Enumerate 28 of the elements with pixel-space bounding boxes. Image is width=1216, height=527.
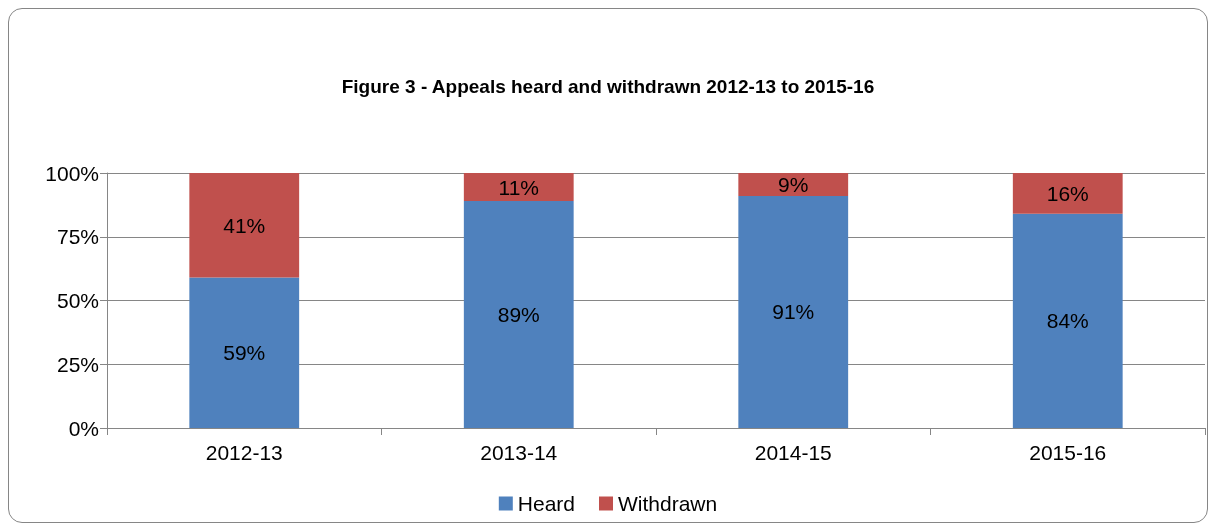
data-label: 11% — [498, 175, 539, 199]
x-tick-label: 2014-15 — [754, 441, 832, 464]
y-tick-label: 50% — [56, 289, 99, 312]
data-label: 9% — [778, 172, 809, 196]
x-tick-label: 2013-14 — [480, 441, 558, 464]
bar — [1012, 173, 1123, 214]
legend-label: Heard — [517, 492, 576, 515]
data-label: 91% — [772, 300, 815, 324]
x-tick-label: 2015-16 — [1029, 441, 1107, 464]
y-tick-label: 75% — [56, 225, 99, 249]
legend-label: Withdrawn — [618, 492, 718, 515]
chart-title: Figure 3 - Appeals heard and withdrawn 2012-13 to 2015-16 — [341, 76, 875, 97]
data-label: 89% — [497, 303, 540, 327]
bar — [189, 173, 300, 278]
y-tick-label: 25% — [56, 352, 99, 376]
bar — [738, 195, 849, 428]
bar — [189, 277, 300, 428]
bar — [738, 173, 849, 196]
y-tick-label: 100% — [45, 161, 99, 185]
bar — [463, 201, 574, 428]
data-label: 41% — [223, 213, 266, 237]
bar — [463, 173, 574, 202]
data-label: 84% — [1046, 309, 1089, 333]
x-tick-label: 2012-13 — [205, 441, 283, 464]
bar — [1012, 213, 1123, 428]
data-label: 59% — [223, 341, 266, 365]
data-label: 16% — [1046, 181, 1089, 205]
y-tick-label: 0% — [68, 416, 99, 440]
